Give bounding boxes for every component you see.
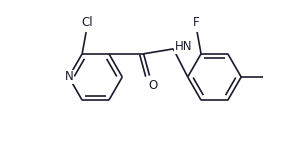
Text: Cl: Cl	[81, 16, 93, 29]
Text: O: O	[148, 79, 157, 92]
Text: HN: HN	[175, 40, 193, 53]
Text: F: F	[193, 16, 200, 29]
Text: N: N	[64, 71, 73, 83]
